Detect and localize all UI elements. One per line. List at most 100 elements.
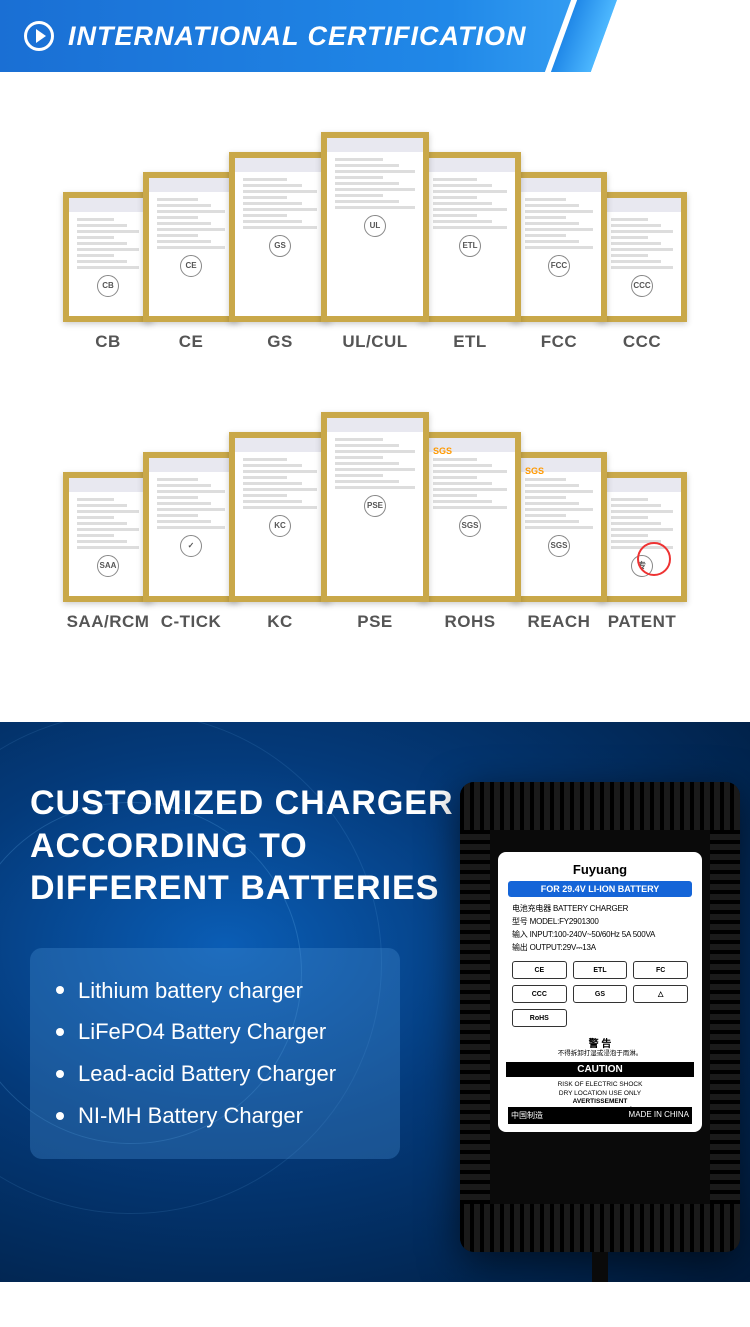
bullet-item: NI-MH Battery Charger [56, 1095, 374, 1137]
charger-bar: FOR 29.4V LI-ION BATTERY [508, 881, 692, 897]
cert-item-cb: CB CB [63, 192, 153, 352]
cert-item-pse: PSE PSE [321, 412, 429, 632]
charger-marks: CE ETL FC CCC GS △ RoHS [512, 961, 688, 1027]
charger-cable [592, 1250, 608, 1282]
cert-card: SAA [63, 472, 153, 602]
cert-mark-badge: △ [633, 985, 688, 1003]
header-banner: INTERNATIONAL CERTIFICATION [0, 0, 750, 72]
cert-mark-badge: FC [633, 961, 688, 979]
charger-made: 中国制造 MADE IN CHINA [508, 1107, 692, 1124]
cert-label: GS [267, 332, 293, 352]
cert-mark-badge: CCC [512, 985, 567, 1003]
cert-label: ETL [453, 332, 487, 352]
cert-item-kc: KC KC [229, 432, 331, 632]
cert-label: UL/CUL [342, 332, 407, 352]
red-stamp-icon [637, 542, 671, 576]
cert-item-reach: SGSSGSREACH [511, 452, 607, 632]
cert-mark-icon: PSE [364, 495, 386, 517]
charger-brand: Fuyuang [508, 862, 692, 877]
cert-item-patent: 专 PATENT [597, 472, 687, 632]
cert-mark-badge: RoHS [512, 1009, 567, 1027]
charger-row1: 电池充电器 BATTERY CHARGER [512, 903, 688, 914]
charger-caution-2: DRY LOCATION USE ONLY [508, 1090, 692, 1098]
cert-card: UL [321, 132, 429, 322]
cert-mark-icon: CCC [631, 275, 653, 297]
cert-label: CCC [623, 332, 661, 352]
charger-label: Fuyuang FOR 29.4V LI-ION BATTERY 电池充电器 B… [498, 852, 702, 1132]
cert-label: FCC [541, 332, 577, 352]
charger-vent-left [460, 830, 490, 1204]
bullet-box: Lithium battery chargerLiFePO4 Battery C… [30, 948, 400, 1159]
cert-label: ROHS [444, 612, 495, 632]
cert-mark-icon: ✓ [180, 535, 202, 557]
charger-caution-1: RISK OF ELECTRIC SHOCK [508, 1081, 692, 1089]
cert-item-rohs: SGS SGS ROHS [419, 432, 521, 632]
cert-row-1: CB CB CE CE GS GS UL UL/CUL ETL ETL FCC FCC CCC CCC [20, 122, 730, 352]
cert-card: KC [229, 432, 331, 602]
cert-label: SAA/RCM [67, 612, 150, 632]
charger-warn-cn-sub: 不得拆卸打湿或浸泡于雨淋。 [508, 1050, 692, 1058]
charger-device: Fuyuang FOR 29.4V LI-ION BATTERY 电池充电器 B… [460, 782, 740, 1252]
charger-row2: 型号 MODEL:FY2901300 [512, 916, 688, 927]
cert-mark-icon: KC [269, 515, 291, 537]
hero-title-line3: DIFFERENT BATTERIES [30, 869, 439, 907]
cert-label: CB [95, 332, 121, 352]
cert-item-ctick: ✓ C-TICK [143, 452, 239, 632]
cert-mark-icon: ETL [459, 235, 481, 257]
cert-item-saarcm: SAA SAA/RCM [63, 472, 153, 632]
cert-mark-icon: SGS [548, 535, 570, 557]
hero-title-line1: CUSTOMIZED CHARGER [30, 784, 454, 822]
cert-row-2: SAASAA/RCM✓C-TICKKCKCPSEPSESGSSGSROHSSGS… [20, 402, 730, 632]
charger-vent-right [710, 830, 740, 1204]
charger-caution: CAUTION [506, 1062, 694, 1077]
cert-item-ccc: CCC CCC [597, 192, 687, 352]
header-banner-wrap: INTERNATIONAL CERTIFICATION [0, 0, 750, 72]
sgs-logo: SGS [525, 466, 544, 478]
cert-mark-badge: CE [512, 961, 567, 979]
cert-mark-badge: GS [573, 985, 628, 1003]
cert-mark-badge: ETL [573, 961, 628, 979]
cert-card: CB [63, 192, 153, 322]
charger-row4: 输出 OUTPUT:29V⎓13A [512, 942, 688, 953]
header-title: INTERNATIONAL CERTIFICATION [68, 21, 527, 52]
bullet-item: Lithium battery charger [56, 970, 374, 1012]
charger-warn-cn: 警 告 [508, 1035, 692, 1050]
play-icon [24, 21, 54, 51]
cert-item-gs: GS GS [229, 152, 331, 352]
cert-label: KC [267, 612, 293, 632]
cert-mark-icon: CE [180, 255, 202, 277]
cert-card: CCC [597, 192, 687, 322]
charger-caution-3: AVERTISSEMENT [508, 1098, 692, 1106]
cert-mark-icon: GS [269, 235, 291, 257]
sgs-logo: SGS [433, 446, 452, 458]
cert-card: PSE [321, 412, 429, 602]
cert-mark-icon: UL [364, 215, 386, 237]
bullet-item: LiFePO4 Battery Charger [56, 1011, 374, 1053]
cert-label: PSE [357, 612, 393, 632]
cert-card: SGS SGS [511, 452, 607, 602]
cert-card: GS [229, 152, 331, 322]
cert-card: ETL [419, 152, 521, 322]
cert-label: C-TICK [161, 612, 222, 632]
cert-mark-icon: SGS [459, 515, 481, 537]
cert-card: ✓ [143, 452, 239, 602]
cert-card: 专 [597, 472, 687, 602]
cert-item-etl: ETL ETL [419, 152, 521, 352]
cert-card: CE [143, 172, 239, 322]
cert-item-fcc: FCC FCC [511, 172, 607, 352]
bullet-item: Lead-acid Battery Charger [56, 1053, 374, 1095]
cert-card: FCC [511, 172, 607, 322]
cert-label: CE [179, 332, 204, 352]
cert-item-ce: CE CE [143, 172, 239, 352]
cert-mark-icon: SAA [97, 555, 119, 577]
charger-made-en: MADE IN CHINA [629, 1110, 689, 1121]
hero-section: CUSTOMIZED CHARGER ACCORDING TO DIFFEREN… [0, 722, 750, 1282]
cert-label: PATENT [608, 612, 676, 632]
cert-mark-icon: FCC [548, 255, 570, 277]
cert-card: SGS SGS [419, 432, 521, 602]
charger-row3: 输入 INPUT:100-240V~50/60Hz 5A 500VA [512, 929, 688, 940]
certificates-section: CB CB CE CE GS GS UL UL/CUL ETL ETL FCC FCC CCC CCC S… [0, 122, 750, 722]
charger-made-cn: 中国制造 [511, 1110, 543, 1121]
cert-mark-icon: CB [97, 275, 119, 297]
hero-title-line2: ACCORDING TO [30, 827, 308, 865]
